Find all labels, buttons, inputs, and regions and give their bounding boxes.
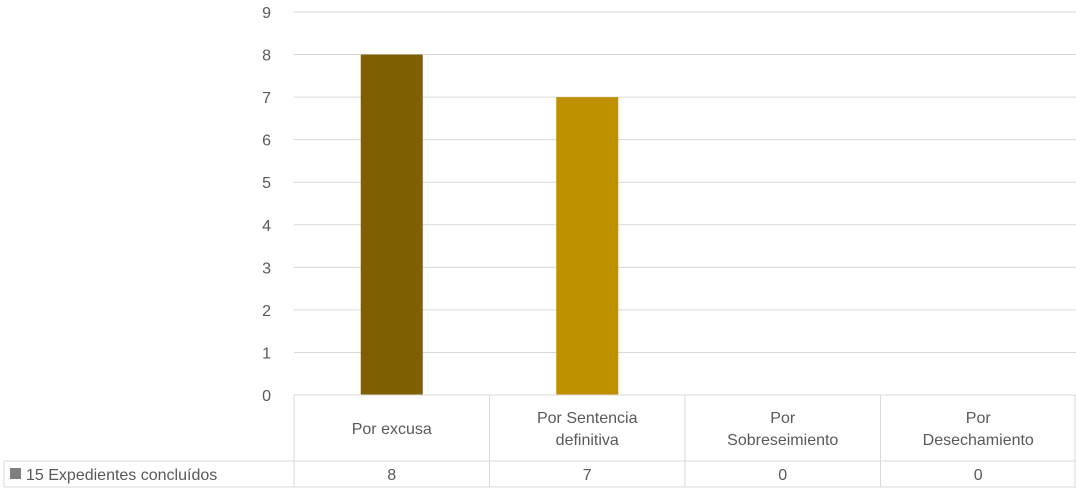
data-table-value: 8: [387, 467, 396, 484]
data-table-value: 7: [583, 467, 592, 484]
y-tick-label: 4: [262, 218, 271, 235]
x-category-label: Por: [770, 410, 796, 427]
data-table-value: 0: [974, 467, 983, 484]
legend-series-name: 15 Expedientes concluídos: [26, 467, 217, 484]
x-category-label: Por Sentencia: [537, 410, 638, 427]
data-table-value: 0: [778, 467, 787, 484]
x-category-label: Por excusa: [352, 421, 432, 438]
y-tick-label: 8: [262, 48, 271, 65]
y-tick-label: 2: [262, 303, 271, 320]
x-category-label: Sobreseimiento: [727, 432, 838, 449]
y-tick-label: 5: [262, 175, 271, 192]
x-category-label: Desechamiento: [923, 432, 1034, 449]
y-tick-label: 3: [262, 260, 271, 277]
bar: [556, 97, 619, 395]
y-tick-label: 9: [262, 5, 271, 22]
y-tick-label: 0: [262, 388, 271, 405]
legend-swatch: [10, 468, 21, 479]
y-tick-label: 6: [262, 133, 271, 150]
y-tick-label: 1: [262, 345, 271, 362]
y-tick-label: 7: [262, 90, 271, 107]
x-category-label: Por: [966, 410, 992, 427]
bar: [360, 54, 423, 396]
x-category-label: definitiva: [556, 432, 619, 449]
